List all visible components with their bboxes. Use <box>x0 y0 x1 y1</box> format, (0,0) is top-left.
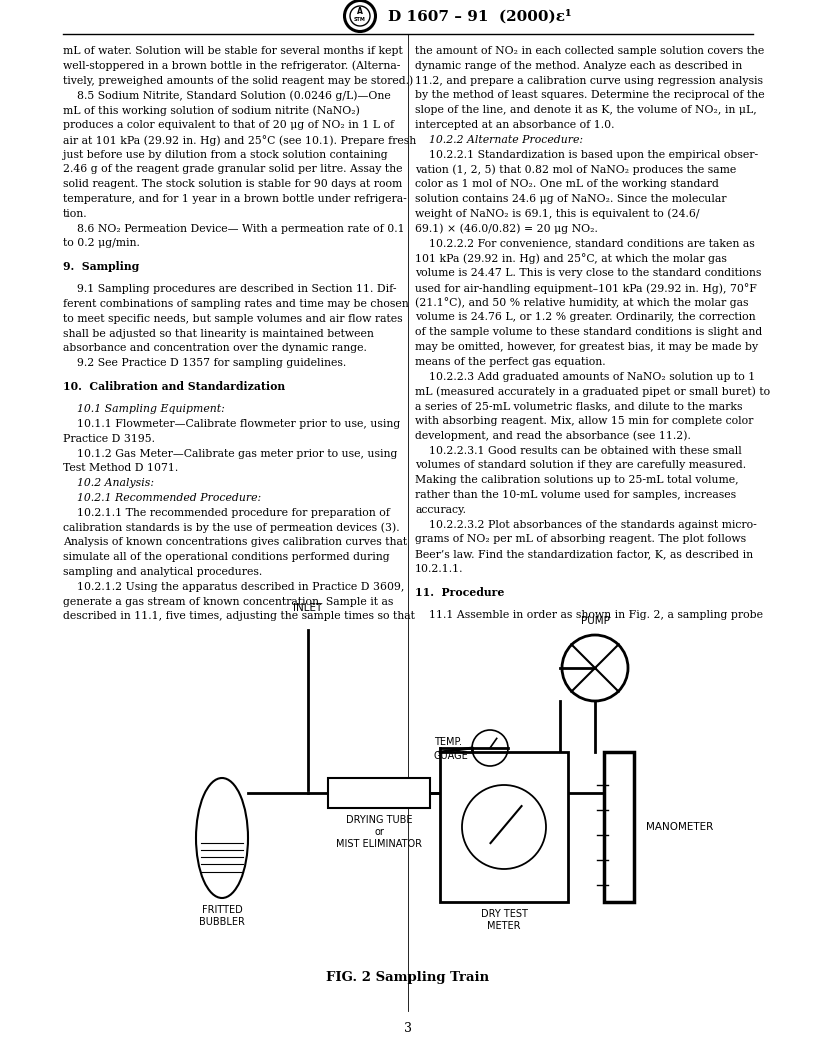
Text: produces a color equivalent to that of 20 μg of NO₂ in 1 L of: produces a color equivalent to that of 2… <box>63 120 394 130</box>
Text: development, and read the absorbance (see 11.2).: development, and read the absorbance (se… <box>415 431 691 441</box>
Text: volume is 24.47 L. This is very close to the standard conditions: volume is 24.47 L. This is very close to… <box>415 268 761 278</box>
Text: generate a gas stream of known concentration. Sample it as: generate a gas stream of known concentra… <box>63 597 393 606</box>
Text: rather than the 10-mL volume used for samples, increases: rather than the 10-mL volume used for sa… <box>415 490 736 499</box>
Text: 10.1.1 Flowmeter—Calibrate flowmeter prior to use, using: 10.1.1 Flowmeter—Calibrate flowmeter pri… <box>63 419 401 429</box>
Text: volumes of standard solution if they are carefully measured.: volumes of standard solution if they are… <box>415 460 746 470</box>
Text: 101 kPa (29.92 in. Hg) and 25°C, at which the molar gas: 101 kPa (29.92 in. Hg) and 25°C, at whic… <box>415 253 727 264</box>
Text: FIG. 2 Sampling Train: FIG. 2 Sampling Train <box>326 972 490 984</box>
Text: 10.1.2 Gas Meter—Calibrate gas meter prior to use, using: 10.1.2 Gas Meter—Calibrate gas meter pri… <box>63 449 397 458</box>
Text: tively, preweighed amounts of the solid reagent may be stored.): tively, preweighed amounts of the solid … <box>63 76 413 87</box>
Text: to meet specific needs, but sample volumes and air flow rates: to meet specific needs, but sample volum… <box>63 314 402 324</box>
Text: 10.2.2.3.1 Good results can be obtained with these small: 10.2.2.3.1 Good results can be obtained … <box>415 446 742 455</box>
Text: described in 11.1, five times, adjusting the sample times so that: described in 11.1, five times, adjusting… <box>63 611 415 621</box>
Text: accuracy.: accuracy. <box>415 505 466 514</box>
Text: GUAGE: GUAGE <box>434 751 468 761</box>
Text: by the method of least squares. Determine the reciprocal of the: by the method of least squares. Determin… <box>415 91 765 100</box>
Text: DRYING TUBE: DRYING TUBE <box>346 815 412 825</box>
Text: (21.1°C), and 50 % relative humidity, at which the molar gas: (21.1°C), and 50 % relative humidity, at… <box>415 298 748 308</box>
Text: temperature, and for 1 year in a brown bottle under refrigera-: temperature, and for 1 year in a brown b… <box>63 194 406 204</box>
Text: 9.1 Sampling procedures are described in Section 11. Dif-: 9.1 Sampling procedures are described in… <box>63 284 397 295</box>
Text: 10.  Calibration and Standardization: 10. Calibration and Standardization <box>63 381 285 392</box>
Text: mL of this working solution of sodium nitrite (NaNO₂): mL of this working solution of sodium ni… <box>63 106 360 116</box>
Text: of the sample volume to these standard conditions is slight and: of the sample volume to these standard c… <box>415 327 762 337</box>
Bar <box>440 752 568 902</box>
Text: Test Method D 1071.: Test Method D 1071. <box>63 464 178 473</box>
Text: absorbance and concentration over the dynamic range.: absorbance and concentration over the dy… <box>63 343 367 354</box>
Text: 10.2.2.3.2 Plot absorbances of the standards against micro-: 10.2.2.3.2 Plot absorbances of the stand… <box>415 520 756 530</box>
Text: Making the calibration solutions up to 25-mL total volume,: Making the calibration solutions up to 2… <box>415 475 738 485</box>
Text: sampling and analytical procedures.: sampling and analytical procedures. <box>63 567 262 577</box>
Text: A: A <box>357 7 363 17</box>
Text: mL of water. Solution will be stable for several months if kept: mL of water. Solution will be stable for… <box>63 46 403 56</box>
Text: solution contains 24.6 μg of NaNO₂. Since the molecular: solution contains 24.6 μg of NaNO₂. Sinc… <box>415 194 726 204</box>
Text: 10.2.2.1 Standardization is based upon the empirical obser-: 10.2.2.1 Standardization is based upon t… <box>415 150 758 159</box>
Text: means of the perfect gas equation.: means of the perfect gas equation. <box>415 357 605 366</box>
Text: 2.46 g of the reagent grade granular solid per litre. Assay the: 2.46 g of the reagent grade granular sol… <box>63 165 402 174</box>
Text: simulate all of the operational conditions performed during: simulate all of the operational conditio… <box>63 552 389 562</box>
Text: weight of NaNO₂ is 69.1, this is equivalent to (24.6/: weight of NaNO₂ is 69.1, this is equival… <box>415 209 699 220</box>
Text: 10.2.1.1 The recommended procedure for preparation of: 10.2.1.1 The recommended procedure for p… <box>63 508 390 517</box>
Text: volume is 24.76 L, or 1.2 % greater. Ordinarily, the correction: volume is 24.76 L, or 1.2 % greater. Ord… <box>415 313 756 322</box>
Text: 10.2.2 Alternate Procedure:: 10.2.2 Alternate Procedure: <box>415 135 583 145</box>
Text: tion.: tion. <box>63 209 87 219</box>
Text: D 1607 – 91  (2000)ε¹: D 1607 – 91 (2000)ε¹ <box>388 8 572 23</box>
Bar <box>328 778 430 808</box>
Text: 10.2.1.2 Using the apparatus described in Practice D 3609,: 10.2.1.2 Using the apparatus described i… <box>63 582 405 591</box>
Text: used for air-handling equipment–101 kPa (29.92 in. Hg), 70°F: used for air-handling equipment–101 kPa … <box>415 283 757 294</box>
Text: air at 101 kPa (29.92 in. Hg) and 25°C (see 10.1). Prepare fresh: air at 101 kPa (29.92 in. Hg) and 25°C (… <box>63 135 416 146</box>
Text: with absorbing reagent. Mix, allow 15 min for complete color: with absorbing reagent. Mix, allow 15 mi… <box>415 416 753 426</box>
Text: MANOMETER: MANOMETER <box>646 822 713 832</box>
Text: to 0.2 μg/min.: to 0.2 μg/min. <box>63 239 140 248</box>
Text: 11.  Procedure: 11. Procedure <box>415 587 504 598</box>
Text: 10.2.1 Recommended Procedure:: 10.2.1 Recommended Procedure: <box>63 493 261 503</box>
Text: 8.5 Sodium Nitrite, Standard Solution (0.0246 g/L)—One: 8.5 Sodium Nitrite, Standard Solution (0… <box>63 91 391 101</box>
Text: INLET: INLET <box>294 603 322 612</box>
Text: 3: 3 <box>404 1021 412 1035</box>
Text: Analysis of known concentrations gives calibration curves that: Analysis of known concentrations gives c… <box>63 538 407 547</box>
Text: Practice D 3195.: Practice D 3195. <box>63 434 155 444</box>
Text: solid reagent. The stock solution is stable for 90 days at room: solid reagent. The stock solution is sta… <box>63 180 402 189</box>
Text: METER: METER <box>487 921 521 931</box>
Text: 10.2.2.2 For convenience, standard conditions are taken as: 10.2.2.2 For convenience, standard condi… <box>415 239 755 248</box>
Text: 8.6 NO₂ Permeation Device— With a permeation rate of 0.1: 8.6 NO₂ Permeation Device— With a permea… <box>63 224 405 233</box>
Text: 10.2 Analysis:: 10.2 Analysis: <box>63 478 154 488</box>
Text: or: or <box>374 827 384 837</box>
Text: PUMP: PUMP <box>580 616 610 626</box>
Text: STM: STM <box>354 18 366 22</box>
Text: the amount of NO₂ in each collected sample solution covers the: the amount of NO₂ in each collected samp… <box>415 46 765 56</box>
Text: well-stoppered in a brown bottle in the refrigerator. (Alterna-: well-stoppered in a brown bottle in the … <box>63 61 401 72</box>
Text: dynamic range of the method. Analyze each as described in: dynamic range of the method. Analyze eac… <box>415 61 743 71</box>
Text: MIST ELIMINATOR: MIST ELIMINATOR <box>336 840 422 849</box>
Text: 9.  Sampling: 9. Sampling <box>63 261 140 272</box>
Text: Beer’s law. Find the standardization factor, K, as described in: Beer’s law. Find the standardization fac… <box>415 549 753 560</box>
Text: mL (measured accurately in a graduated pipet or small buret) to: mL (measured accurately in a graduated p… <box>415 386 770 397</box>
Text: FRITTED: FRITTED <box>202 905 242 914</box>
Text: BUBBLER: BUBBLER <box>199 917 245 927</box>
Text: 10.1 Sampling Equipment:: 10.1 Sampling Equipment: <box>63 404 224 414</box>
Ellipse shape <box>196 778 248 898</box>
Text: TEMP.: TEMP. <box>434 737 462 747</box>
Text: color as 1 mol of NO₂. One mL of the working standard: color as 1 mol of NO₂. One mL of the wor… <box>415 180 719 189</box>
Bar <box>604 752 634 902</box>
Text: ferent combinations of sampling rates and time may be chosen: ferent combinations of sampling rates an… <box>63 299 409 309</box>
Text: a series of 25-mL volumetric flasks, and dilute to the marks: a series of 25-mL volumetric flasks, and… <box>415 401 743 411</box>
Text: shall be adjusted so that linearity is maintained between: shall be adjusted so that linearity is m… <box>63 328 374 339</box>
Text: may be omitted, however, for greatest bias, it may be made by: may be omitted, however, for greatest bi… <box>415 342 758 352</box>
Text: 69.1) × (46.0/0.82) = 20 μg NO₂.: 69.1) × (46.0/0.82) = 20 μg NO₂. <box>415 224 598 234</box>
Text: 11.1 Assemble in order as shown in Fig. 2, a sampling probe: 11.1 Assemble in order as shown in Fig. … <box>415 610 763 620</box>
Text: intercepted at an absorbance of 1.0.: intercepted at an absorbance of 1.0. <box>415 120 614 130</box>
Text: slope of the line, and denote it as K, the volume of NO₂, in μL,: slope of the line, and denote it as K, t… <box>415 106 756 115</box>
Text: 11.2, and prepare a calibration curve using regression analysis: 11.2, and prepare a calibration curve us… <box>415 76 763 86</box>
Text: 9.2 See Practice D 1357 for sampling guidelines.: 9.2 See Practice D 1357 for sampling gui… <box>63 358 346 369</box>
Text: 10.2.2.3 Add graduated amounts of NaNO₂ solution up to 1: 10.2.2.3 Add graduated amounts of NaNO₂ … <box>415 372 756 381</box>
Text: just before use by dilution from a stock solution containing: just before use by dilution from a stock… <box>63 150 388 159</box>
Text: calibration standards is by the use of permeation devices (3).: calibration standards is by the use of p… <box>63 523 400 533</box>
Text: DRY TEST: DRY TEST <box>481 909 527 919</box>
Text: 10.2.1.1.: 10.2.1.1. <box>415 564 463 574</box>
Text: grams of NO₂ per mL of absorbing reagent. The plot follows: grams of NO₂ per mL of absorbing reagent… <box>415 534 746 545</box>
Text: vation (1, 2, 5) that 0.82 mol of NaNO₂ produces the same: vation (1, 2, 5) that 0.82 mol of NaNO₂ … <box>415 165 736 175</box>
